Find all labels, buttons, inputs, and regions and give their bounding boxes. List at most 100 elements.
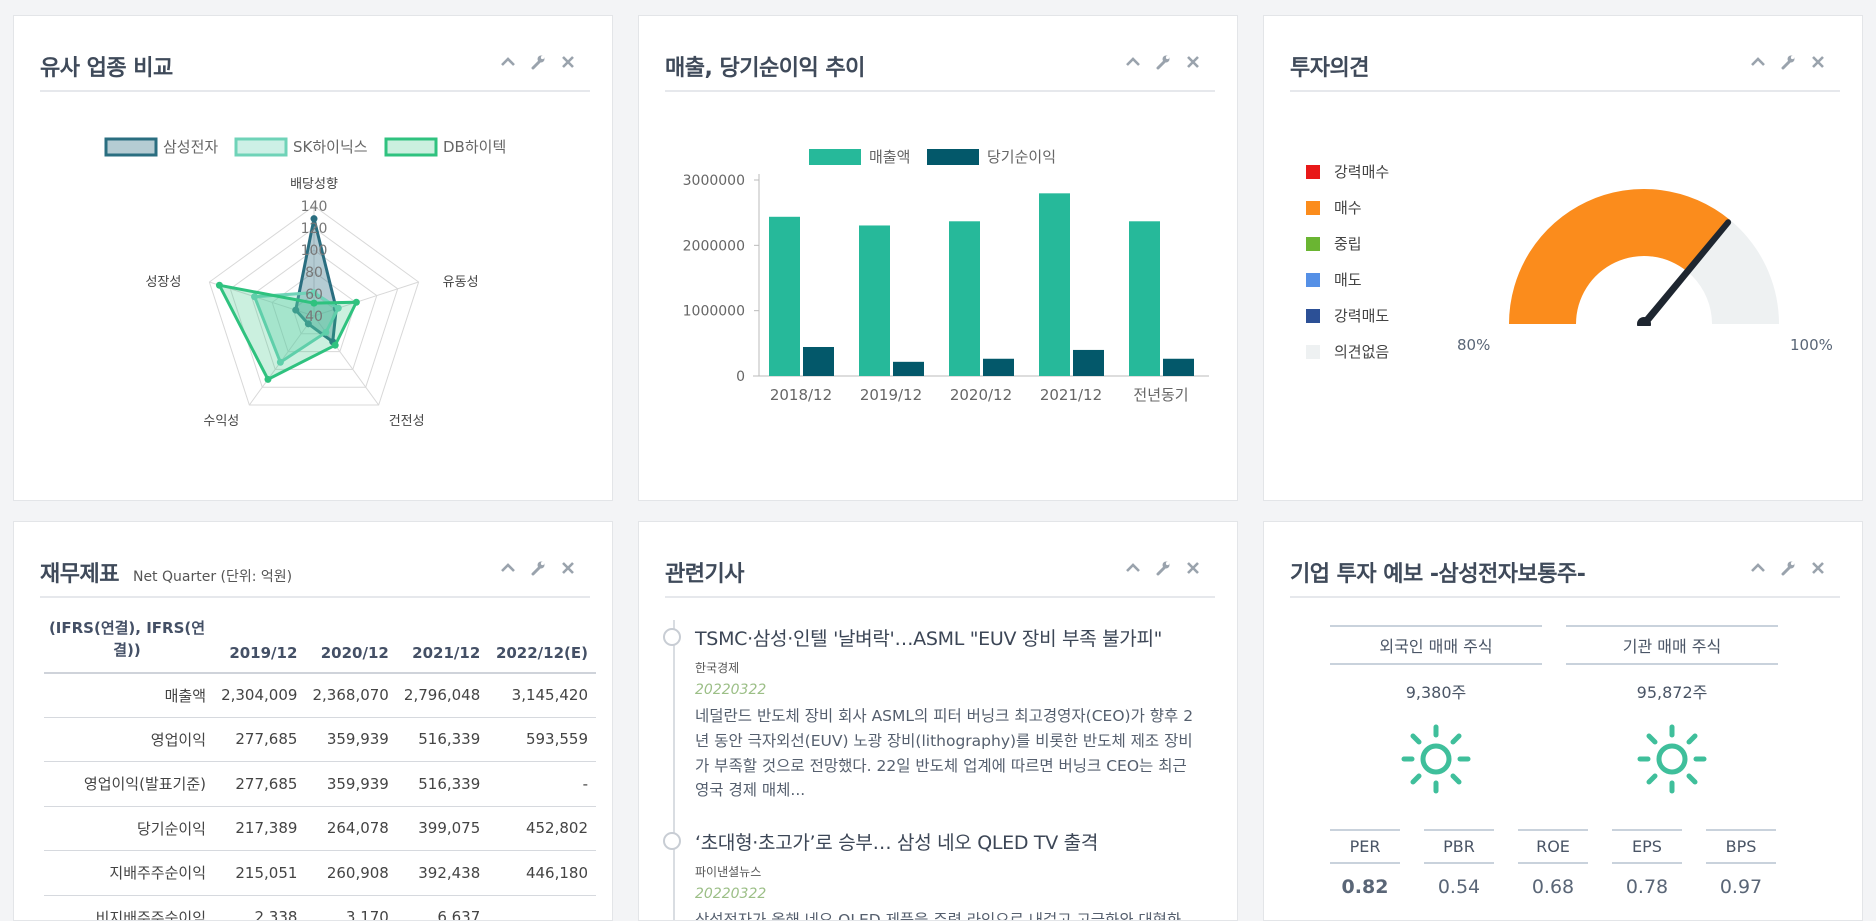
column-header: 2019/12: [214, 612, 306, 674]
wrench-icon[interactable]: [530, 54, 546, 70]
metric-value: 0.82: [1341, 876, 1389, 898]
radar-point[interactable]: [334, 304, 342, 312]
collapse-icon[interactable]: [1750, 54, 1766, 70]
row-label: 매출액: [44, 672, 214, 718]
news-source: 파이낸셜뉴스: [695, 865, 762, 879]
radar-tick-label: 80: [305, 265, 323, 281]
bar-revenue[interactable]: [859, 225, 890, 376]
radar-tick-label: 140: [301, 199, 328, 215]
legend-label: 강력매도: [1334, 307, 1390, 325]
table-cell: 260,908: [305, 850, 397, 896]
radar-grid-ring: [208, 205, 420, 406]
legend-item[interactable]: 매수: [1306, 197, 1362, 218]
x-tick-label: 2018/12: [770, 386, 832, 404]
table-row: 영업이익 277,685 359,939 516,339 593,559: [44, 717, 596, 762]
bar-revenue[interactable]: [1039, 193, 1070, 376]
bar-net-income[interactable]: [983, 358, 1014, 376]
foreign-trade-box: 외국인 매매 주식 9,380주: [1330, 625, 1542, 703]
bar-net-income[interactable]: [1163, 358, 1194, 376]
collapse-icon[interactable]: [1125, 560, 1141, 576]
table-cell: 446,180: [488, 850, 596, 896]
panel-tools: [1125, 54, 1201, 70]
news-item[interactable]: ‘초대형·초고가’로 승부… 삼성 네오 QLED TV 출격 파이낸셜뉴스 2…: [663, 828, 1195, 920]
wrench-icon[interactable]: [1155, 54, 1171, 70]
table-cell: 3,145,420: [488, 672, 596, 718]
radar-point[interactable]: [331, 341, 339, 349]
row-label: 영업이익: [44, 717, 214, 762]
radar-series-polygon[interactable]: [252, 291, 341, 365]
radar-axis-label: 유동성: [443, 275, 479, 290]
panel-title: 재무제표 Net Quarter (단위: 억원): [40, 562, 293, 587]
legend-label: 강력매수: [1334, 163, 1390, 181]
collapse-icon[interactable]: [500, 54, 516, 70]
radar-point[interactable]: [215, 281, 223, 289]
collapse-icon[interactable]: [500, 560, 516, 576]
news-item[interactable]: TSMC·삼성·인텔 '날벼락'…ASML "EUV 장비 부족 불가피" 한국…: [663, 624, 1195, 803]
table-cell: 2,304,009: [214, 672, 306, 718]
panel-header: 재무제표 Net Quarter (단위: 억원): [40, 548, 590, 598]
wrench-icon[interactable]: [1155, 560, 1171, 576]
radar-point[interactable]: [304, 320, 312, 328]
timeline-dot: [663, 628, 681, 646]
close-icon[interactable]: [1185, 560, 1201, 576]
radar-point[interactable]: [310, 215, 318, 223]
bar-net-income[interactable]: [803, 346, 834, 376]
metric-value: 0.68: [1531, 876, 1575, 898]
table-header-row: (IFRS(연결), IFRS(연결)) 2019/12 2020/12 202…: [44, 612, 596, 674]
radar-point[interactable]: [292, 306, 300, 314]
news-title[interactable]: ‘초대형·초고가’로 승부… 삼성 네오 QLED TV 출격: [695, 832, 1099, 854]
panel-header: 관련기사: [665, 548, 1215, 598]
close-icon[interactable]: [1810, 54, 1826, 70]
radar-point[interactable]: [310, 299, 318, 307]
table-cell: 2,368,070: [305, 672, 397, 718]
bar-revenue[interactable]: [1129, 221, 1160, 376]
legend-item[interactable]: 매도: [1306, 269, 1362, 290]
legend-item[interactable]: 의견없음: [1306, 341, 1389, 362]
panel-tools: [1750, 560, 1826, 576]
table-row: 영업이익(발표기준) 277,685 359,939 516,339-: [44, 761, 596, 807]
investment-opinion-panel: 투자의견 강력매수 매수 중립 매도 강력매도 의견없음 80% 100%: [1263, 15, 1863, 501]
radar-tick-label: 120: [301, 221, 328, 237]
legend-swatch: [104, 137, 158, 157]
close-icon[interactable]: [560, 54, 576, 70]
radar-tick-label: 60: [305, 287, 323, 303]
panel-header: 유사 업종 비교: [40, 42, 590, 92]
radar-point[interactable]: [264, 375, 272, 383]
radar-point[interactable]: [322, 328, 330, 336]
metric-label: PBR: [1424, 829, 1494, 864]
legend-item[interactable]: 강력매수: [1306, 161, 1389, 182]
news-title[interactable]: TSMC·삼성·인텔 '날벼락'…ASML "EUV 장비 부족 불가피": [695, 628, 1163, 650]
legend-item[interactable]: 중립: [1306, 233, 1362, 254]
legend-label: SK하이닉스: [293, 138, 368, 156]
bar-revenue[interactable]: [769, 216, 800, 376]
close-icon[interactable]: [560, 560, 576, 576]
radar-point[interactable]: [251, 293, 259, 301]
legend-item[interactable]: 강력매도: [1306, 305, 1389, 326]
radar-point[interactable]: [352, 298, 360, 306]
legend-label: 의견없음: [1334, 343, 1390, 361]
bar-net-income[interactable]: [1073, 349, 1104, 376]
metric-per: PER 0.82: [1330, 829, 1400, 898]
column-header: (IFRS(연결), IFRS(연결)): [44, 612, 214, 674]
revenue-trend-panel: 매출, 당기순이익 추이 매출액 당기순이익 3000000 2000000 10000…: [638, 15, 1238, 501]
news-date: 20220322: [695, 886, 767, 902]
bar-net-income[interactable]: [893, 361, 924, 376]
legend-swatch: [384, 137, 438, 157]
wrench-icon[interactable]: [1780, 560, 1796, 576]
close-icon[interactable]: [1185, 54, 1201, 70]
wrench-icon[interactable]: [530, 560, 546, 576]
table-row: 지배주주순이익 215,051 260,908 392,438 446,180: [44, 850, 596, 896]
wrench-icon[interactable]: [1780, 54, 1796, 70]
collapse-icon[interactable]: [1750, 560, 1766, 576]
metric-roe: ROE 0.68: [1518, 829, 1588, 898]
bar-revenue[interactable]: [949, 221, 980, 376]
table-cell: 359,939: [305, 717, 397, 762]
radar-point[interactable]: [310, 289, 318, 297]
radar-series-polygon[interactable]: [216, 283, 359, 382]
legend-swatch: [1306, 272, 1320, 287]
legend-swatch: [1306, 164, 1320, 179]
table-cell: 2,796,048: [396, 672, 489, 718]
collapse-icon[interactable]: [1125, 54, 1141, 70]
close-icon[interactable]: [1810, 560, 1826, 576]
radar-point[interactable]: [276, 358, 284, 366]
